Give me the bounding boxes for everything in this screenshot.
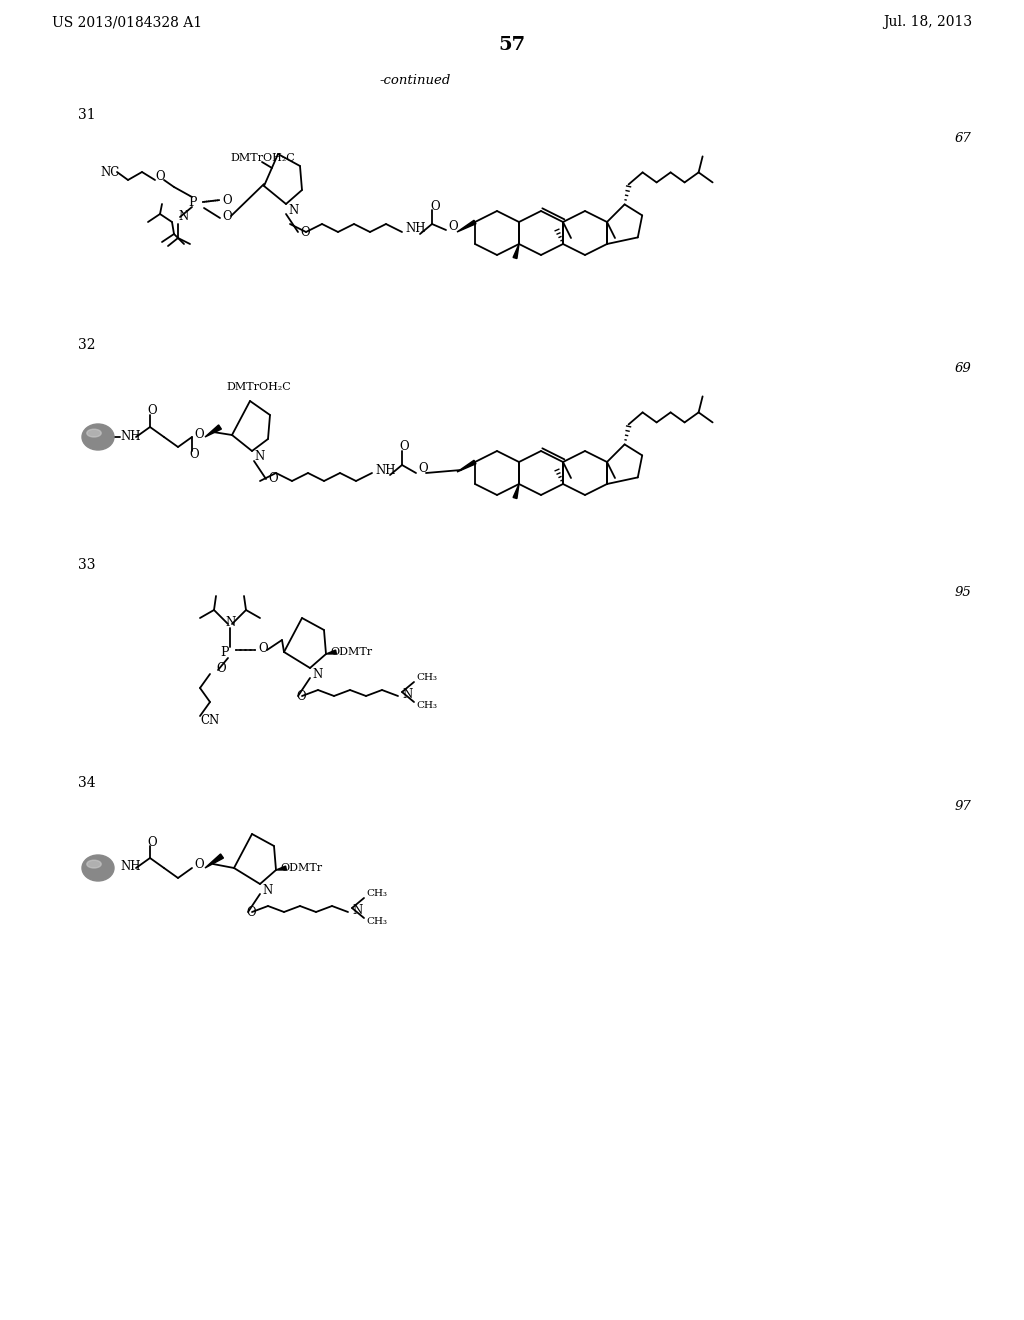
Text: NH: NH: [120, 429, 140, 442]
Text: DMTrOH₂C: DMTrOH₂C: [230, 153, 295, 162]
Text: 57: 57: [499, 36, 525, 54]
Text: O: O: [268, 473, 278, 486]
Text: 33: 33: [78, 558, 95, 572]
Text: O: O: [449, 219, 458, 232]
Text: N: N: [288, 203, 298, 216]
Text: 31: 31: [78, 108, 95, 121]
Text: CH₃: CH₃: [366, 890, 387, 899]
Text: O: O: [399, 441, 409, 454]
Polygon shape: [276, 866, 287, 870]
Text: O: O: [189, 449, 199, 462]
Text: N: N: [262, 883, 272, 896]
Text: ODMTr: ODMTr: [330, 647, 372, 657]
Text: NH: NH: [120, 859, 140, 873]
Text: O: O: [194, 858, 204, 871]
Text: CH₃: CH₃: [366, 917, 387, 927]
Text: O: O: [147, 836, 157, 849]
Text: 97: 97: [955, 800, 972, 813]
Text: P: P: [221, 645, 229, 659]
Text: N: N: [254, 450, 264, 463]
Text: 34: 34: [78, 776, 95, 789]
Polygon shape: [513, 484, 519, 499]
Text: 32: 32: [78, 338, 95, 352]
Polygon shape: [205, 425, 221, 437]
Text: N: N: [225, 615, 236, 628]
Text: N: N: [312, 668, 323, 681]
Text: O: O: [258, 642, 267, 655]
Text: O: O: [300, 226, 309, 239]
Text: O: O: [246, 906, 256, 919]
Ellipse shape: [87, 429, 101, 437]
Text: 67: 67: [955, 132, 972, 144]
Text: 95: 95: [955, 586, 972, 598]
Text: Jul. 18, 2013: Jul. 18, 2013: [883, 15, 972, 29]
Polygon shape: [205, 854, 223, 869]
Text: -continued: -continued: [379, 74, 451, 87]
Text: US 2013/0184328 A1: US 2013/0184328 A1: [52, 15, 202, 29]
Text: O: O: [418, 462, 428, 475]
Polygon shape: [457, 220, 476, 232]
Text: N: N: [352, 903, 362, 916]
Polygon shape: [457, 461, 476, 473]
Ellipse shape: [82, 855, 114, 880]
Ellipse shape: [82, 424, 114, 450]
Text: CN: CN: [200, 714, 219, 726]
Text: O: O: [147, 404, 157, 417]
Text: CH₃: CH₃: [416, 673, 437, 682]
Text: O: O: [155, 170, 165, 183]
Text: O: O: [430, 199, 439, 213]
Text: P: P: [188, 195, 198, 209]
Text: O: O: [222, 194, 231, 206]
Ellipse shape: [87, 861, 101, 869]
Text: O: O: [296, 689, 305, 702]
Text: O: O: [216, 661, 225, 675]
Text: ODMTr: ODMTr: [280, 863, 323, 873]
Text: NH: NH: [406, 223, 426, 235]
Text: DMTrOH₂C: DMTrOH₂C: [226, 381, 291, 392]
Polygon shape: [326, 649, 337, 653]
Text: 69: 69: [955, 362, 972, 375]
Text: O: O: [194, 428, 204, 441]
Text: NC: NC: [100, 165, 119, 178]
Polygon shape: [513, 244, 519, 259]
Text: N: N: [178, 210, 188, 223]
Text: CH₃: CH₃: [416, 701, 437, 710]
Text: O: O: [222, 210, 231, 223]
Text: N: N: [402, 688, 413, 701]
Text: NH: NH: [375, 463, 395, 477]
